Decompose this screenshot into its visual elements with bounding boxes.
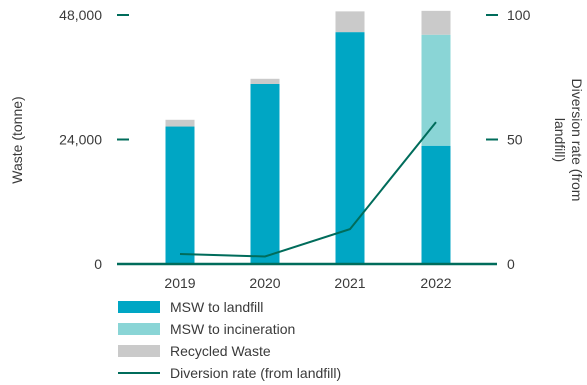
bar-msw-to-incineration-2022 <box>421 34 451 146</box>
x-tick-label-2020: 2020 <box>249 275 280 291</box>
left-tick-label: 48,000 <box>59 7 102 23</box>
x-axis-ticks: 2019 2020 2021 2022 <box>164 275 451 291</box>
diversion-rate-line <box>179 121 437 258</box>
bar-msw-to-landfill-2021 <box>335 32 365 265</box>
legend: MSW to landfill MSW to incineration Recy… <box>118 296 341 384</box>
legend-swatch-msw-landfill <box>118 301 160 313</box>
bar-msw-to-landfill-2019 <box>165 126 195 264</box>
legend-swatch-msw-incineration <box>118 323 160 335</box>
y2-axis-title-line2: landfill) <box>552 118 568 162</box>
x-tick-label-2019: 2019 <box>164 275 195 291</box>
right-tick-label: 50 <box>507 132 523 148</box>
bar-recycled-waste-2020 <box>250 78 280 84</box>
bar-recycled-waste-2019 <box>165 119 195 127</box>
legend-swatch-diversion-rate <box>118 372 160 374</box>
x-tick-label-2021: 2021 <box>334 275 365 291</box>
legend-swatch-recycled-waste <box>118 345 160 357</box>
bar-msw-to-landfill-2022 <box>421 145 451 264</box>
left-tick-label: 0 <box>94 256 102 272</box>
bar-msw-to-landfill-2020 <box>250 83 280 265</box>
right-axis-ticks: 0 50 100 <box>486 7 531 272</box>
legend-item-diversion-rate: Diversion rate (from landfill) <box>118 362 341 384</box>
bars-group <box>165 10 451 265</box>
legend-label: MSW to incineration <box>170 321 296 337</box>
y2-axis-title-line1: Diversion rate (from <box>569 79 585 202</box>
legend-label: MSW to landfill <box>170 299 264 315</box>
left-tick-label: 24,000 <box>59 132 102 148</box>
right-tick-label: 0 <box>507 256 515 272</box>
right-tick-label: 100 <box>507 7 531 23</box>
bar-recycled-waste-2021 <box>335 11 365 33</box>
legend-item-recycled-waste: Recycled Waste <box>118 340 341 362</box>
legend-label: Recycled Waste <box>170 343 271 359</box>
bar-recycled-waste-2022 <box>421 10 451 35</box>
legend-item-msw-landfill: MSW to landfill <box>118 296 341 318</box>
x-tick-label-2022: 2022 <box>420 275 451 291</box>
legend-label: Diversion rate (from landfill) <box>170 365 342 381</box>
y-axis-title: Waste (tonne) <box>9 96 25 183</box>
legend-item-msw-incineration: MSW to incineration <box>118 318 341 340</box>
left-axis-ticks: 0 24,000 48,000 <box>59 7 129 272</box>
